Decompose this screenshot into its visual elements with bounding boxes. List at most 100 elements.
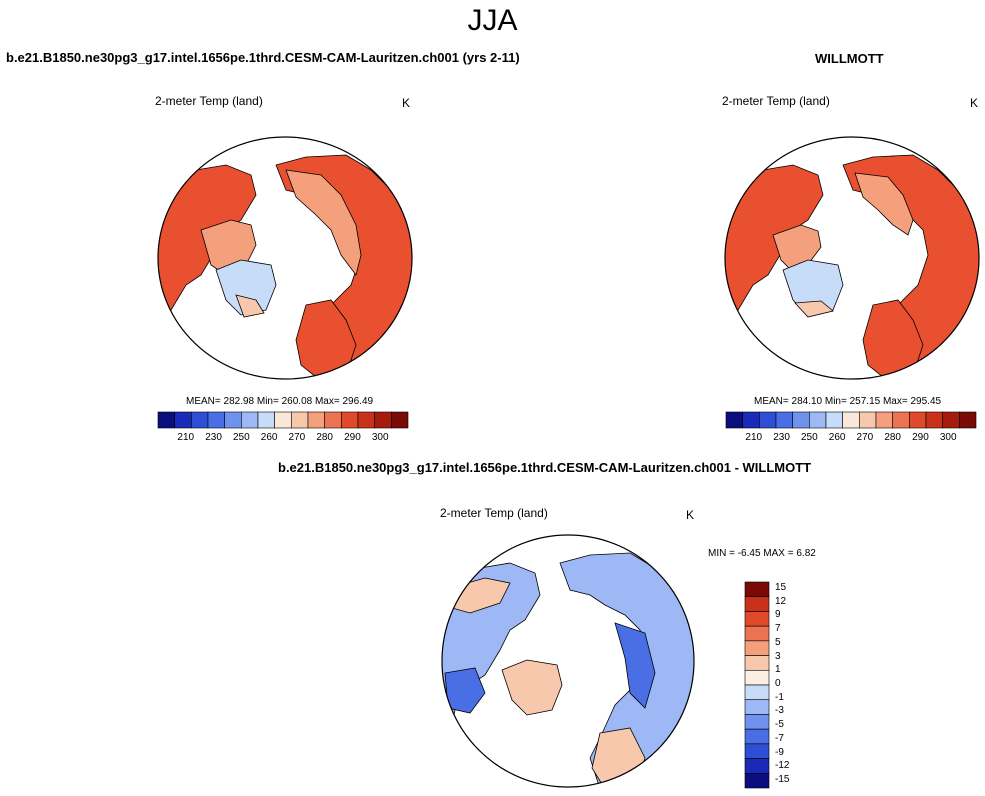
- obs-panel-title: WILLMOTT: [815, 51, 884, 66]
- model-colorbar-tick-label: 250: [232, 432, 250, 443]
- model-colorbar-swatch: [174, 411, 192, 429]
- obs-colorbar: [725, 411, 977, 429]
- diff-colorbar-tick-label: -15: [775, 774, 790, 786]
- diff-colorbar-tick-label: 7: [775, 623, 781, 635]
- model-units-label: K: [402, 96, 411, 110]
- diff-colorbar-swatch: [744, 611, 770, 627]
- diff-colorbar-tick-label: -9: [775, 746, 784, 758]
- model-colorbar-swatch: [224, 411, 242, 429]
- diff-units-label: K: [686, 508, 695, 522]
- diff-colorbar-tick-label: 5: [775, 636, 781, 648]
- diff-colorbar: [744, 581, 770, 789]
- obs-colorbar-swatch: [825, 411, 843, 429]
- obs-colorbar-ticks: 210 230 250 260 270 280 290 300: [726, 432, 976, 446]
- diff-colorbar-swatch: [744, 699, 770, 715]
- obs-land-greenland-edge: [794, 300, 834, 318]
- model-stats: MEAN= 282.98 Min= 260.08 Max= 296.49: [186, 396, 374, 407]
- obs-colorbar-swatch: [809, 411, 827, 429]
- diff-colorbar-tick-label: -5: [775, 719, 784, 731]
- obs-colorbar-swatch: [875, 411, 893, 429]
- obs-colorbar-swatch: [925, 411, 943, 429]
- diff-colorbar-swatch: [744, 625, 770, 642]
- diff-panel-title: b.e21.B1850.ne30pg3_g17.intel.1656pe.1th…: [278, 460, 812, 475]
- model-colorbar-tick-label: 260: [260, 432, 278, 443]
- diff-stats: MIN = -6.45 MAX = 6.82: [708, 548, 816, 559]
- obs-colorbar-swatch: [842, 411, 860, 429]
- obs-colorbar-swatch: [859, 411, 877, 429]
- obs-colorbar-swatch: [725, 411, 743, 429]
- figure-season-title: JJA: [467, 4, 518, 37]
- model-colorbar-ticks: 210 230 250 260 270 280 290 300: [158, 432, 408, 446]
- diff-colorbar-tick-label: -1: [775, 691, 784, 703]
- diff-colorbar-swatch: [744, 596, 770, 612]
- model-colorbar-swatch: [307, 411, 325, 429]
- obs-land-canada-arctic: [772, 224, 822, 271]
- model-land-greenland-edge: [235, 294, 265, 318]
- obs-colorbar-tick-label: 260: [828, 432, 846, 443]
- model-colorbar-swatch: [324, 411, 342, 429]
- diff-variable-label: 2-meter Temp (land): [440, 506, 548, 520]
- diff-colorbar-swatch: [744, 669, 770, 686]
- obs-colorbar-swatch: [909, 411, 927, 429]
- model-colorbar-swatch: [391, 411, 409, 429]
- obs-units-label: K: [970, 96, 979, 110]
- obs-colorbar-swatch: [742, 411, 760, 429]
- diff-colorbar-tick-label: -12: [775, 760, 790, 772]
- obs-land-siberia-coast: [854, 172, 914, 236]
- diff-colorbar-tick-label: 9: [775, 609, 781, 621]
- model-colorbar-swatch: [291, 411, 309, 429]
- model-colorbar-swatch: [207, 411, 225, 429]
- obs-colorbar-tick-label: 300: [939, 432, 957, 443]
- obs-colorbar-tick-label: 230: [773, 432, 790, 443]
- diff-colorbar-tick-label: 0: [775, 678, 781, 689]
- obs-variable-label: 2-meter Temp (land): [722, 94, 830, 108]
- obs-stats: MEAN= 284.10 Min= 257.15 Max= 295.45: [754, 396, 942, 407]
- obs-colorbar-tick-label: 250: [800, 432, 818, 443]
- model-colorbar-swatch: [274, 411, 292, 429]
- obs-polar-map: [724, 136, 980, 380]
- diff-colorbar-tick-label: -3: [775, 705, 784, 717]
- diff-colorbar-tick-label: 3: [775, 650, 781, 662]
- diff-polar-map: [441, 534, 695, 788]
- model-colorbar-tick-label: 280: [316, 432, 333, 443]
- model-colorbar-tick-label: 290: [344, 432, 361, 443]
- model-colorbar-swatch: [157, 411, 175, 429]
- diff-colorbar-tick-label: 12: [775, 595, 787, 607]
- model-colorbar-tick-label: 230: [205, 432, 222, 443]
- model-colorbar-tick-label: 300: [371, 432, 389, 443]
- model-colorbar: [157, 411, 409, 429]
- obs-colorbar-swatch: [759, 411, 777, 429]
- model-land-greenland: [215, 259, 277, 316]
- model-colorbar-swatch: [357, 411, 375, 429]
- diff-colorbar-tick-label: -7: [775, 732, 784, 744]
- obs-colorbar-swatch: [942, 411, 960, 429]
- obs-colorbar-tick-label: 280: [884, 432, 901, 443]
- obs-colorbar-tick-label: 290: [912, 432, 929, 443]
- model-colorbar-swatch: [374, 411, 392, 429]
- diff-colorbar-swatch: [744, 714, 770, 730]
- obs-colorbar-swatch: [775, 411, 793, 429]
- obs-colorbar-swatch: [892, 411, 910, 429]
- obs-land-greenland: [782, 259, 844, 316]
- diff-colorbar-swatch: [744, 743, 770, 759]
- model-colorbar-swatch: [341, 411, 359, 429]
- model-colorbar-swatch: [241, 411, 259, 429]
- obs-colorbar-swatch: [959, 411, 977, 429]
- model-panel-title: b.e21.B1850.ne30pg3_g17.intel.1656pe.1th…: [6, 50, 520, 65]
- diff-colorbar-swatch: [744, 640, 770, 656]
- diff-colorbar-swatch: [744, 684, 770, 701]
- model-polar-map: [157, 136, 413, 380]
- model-colorbar-swatch: [191, 411, 209, 429]
- diff-colorbar-swatch: [744, 581, 770, 598]
- diff-land-siberia-cold: [614, 622, 656, 709]
- diff-colorbar-swatch: [744, 772, 770, 789]
- obs-colorbar-swatch: [792, 411, 810, 429]
- diff-land-greenland: [501, 659, 563, 716]
- model-colorbar-tick-label: 270: [288, 432, 306, 443]
- model-colorbar-swatch: [257, 411, 275, 429]
- model-colorbar-tick-label: 210: [177, 432, 195, 443]
- diff-colorbar-swatch: [744, 758, 770, 774]
- diff-colorbar-tick-label: 15: [775, 581, 787, 593]
- diff-colorbar-tick-label: 1: [775, 664, 781, 676]
- diff-colorbar-swatch: [744, 655, 770, 671]
